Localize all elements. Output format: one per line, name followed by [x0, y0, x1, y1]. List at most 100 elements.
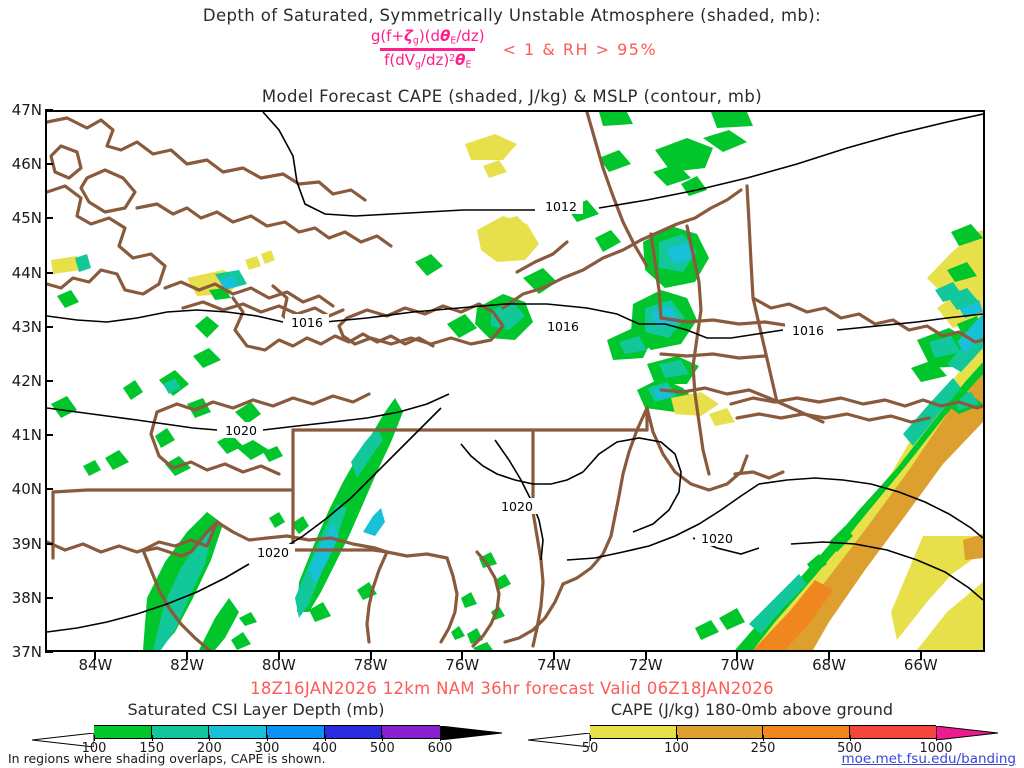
colorbar-tick-label: 1000 [919, 741, 953, 756]
lon-tick-label: 70W [720, 656, 755, 674]
lon-tick-label: 68W [812, 656, 847, 674]
lon-tick-label: 72W [628, 656, 663, 674]
lat-tick-label: 38N [11, 588, 42, 607]
csi-colorbar-title: Saturated CSI Layer Depth (mb) [127, 700, 385, 719]
contour-labels: 1012 1016 1016 1016 1020 1020 1020 1020 [219, 198, 831, 560]
lat-tick-label: 43N [11, 317, 42, 336]
page-title: Depth of Saturated, Symmetrically Unstab… [202, 6, 822, 25]
lon-tick-mark [277, 652, 280, 660]
colorbar-over-arrow [935, 725, 999, 741]
colorbar-over-arrow [439, 725, 503, 741]
contour-label-1020-b: 1020 [257, 545, 289, 560]
colorbar-tick-label: 600 [427, 741, 453, 756]
lat-tick-mark [45, 217, 53, 220]
colorbar-tick-label: 100 [664, 741, 689, 756]
colorbar-tick-mark [267, 735, 268, 741]
colorbar-tick-mark [209, 735, 211, 741]
coastline-state-boundaries [47, 112, 983, 650]
lat-tick-label: 41N [11, 426, 42, 445]
formula-numerator: g(f+ζg)(dθE/dz) [370, 27, 485, 47]
lon-tick-label: 78W [353, 656, 388, 674]
colorbar-segment [151, 726, 210, 738]
lat-tick-label: 45N [11, 209, 42, 228]
contour-label-1012: 1012 [545, 199, 577, 214]
contour-label-1016-a: 1016 [291, 315, 323, 330]
csi-colorbar-ticks: 100 150 200 300 400 500 600 [16, 735, 496, 757]
formula-condition: < 1 & RH > 95% [502, 40, 658, 59]
colorbar-tick-label: 400 [312, 741, 338, 756]
cape-colorbar[interactable]: CAPE (J/kg) 180-0mb above ground 50 100 25… [512, 700, 999, 757]
lon-tick-mark [919, 652, 922, 660]
colorbar-tick-label: 500 [837, 741, 862, 756]
colorbar-segment [382, 726, 440, 738]
lon-tick-label: 76W [445, 656, 480, 674]
source-url-link[interactable]: moe.met.fsu.edu/banding [841, 751, 1016, 767]
lat-tick-label: 44N [11, 263, 42, 282]
colorbar-tick-mark [676, 735, 678, 741]
lat-tick-label: 46N [11, 155, 42, 174]
cape-colorbar-bar [512, 723, 999, 748]
lat-tick-label: 39N [11, 534, 42, 553]
lat-tick-mark [45, 651, 53, 653]
colorbar-tick-label: 50 [581, 741, 599, 756]
lon-tick-label: 84W [78, 656, 113, 674]
csi-shading-layer [51, 112, 983, 650]
contour-label-1016-b: 1016 [792, 323, 824, 338]
formula-fraction: g(f+ζg)(dθE/dz) f(dVg/dz)2θE [367, 27, 489, 71]
contour-label-1020-c: 1020 [501, 499, 533, 514]
lon-tick-mark [186, 652, 189, 660]
colorbar-tick-mark [94, 735, 95, 741]
colorbar-segment [324, 726, 383, 738]
forecast-valid-line: 18Z16JAN2026 12km NAM 36hr forecast Vali… [250, 679, 774, 698]
colorbar-tick-mark [849, 735, 851, 741]
colorbar-tick-mark [763, 735, 764, 741]
colorbar-tick-label: 250 [750, 741, 776, 756]
lon-tick-mark [828, 652, 831, 660]
lat-tick-mark [45, 542, 53, 545]
instability-criterion-formula: g(f+ζg)(dθE/dz) f(dVg/dz)2θE < 1 & RH > … [0, 27, 1024, 71]
cape-subtitle: Model Forecast CAPE (shaded, J/kg) & MSL… [261, 87, 763, 106]
colorbar-tick-label: 500 [369, 741, 395, 756]
lat-tick-mark [45, 109, 53, 111]
colorbar-segment [849, 726, 936, 738]
colorbar-segment [590, 726, 677, 738]
colorbar-segment [209, 726, 267, 738]
forecast-map[interactable]: 1012 1016 1016 1016 1020 1020 1020 1020 [45, 110, 985, 652]
colorbar-tick-mark [936, 735, 937, 741]
lat-tick-label: 42N [11, 372, 42, 390]
cape-colorbar-title: CAPE (J/kg) 180-0mb above ground [610, 700, 894, 719]
overlap-note: In regions where shading overlaps, CAPE … [8, 751, 326, 766]
colorbar-tick-mark [590, 735, 591, 741]
lat-tick-label: 37N [11, 643, 42, 661]
lat-tick-mark [45, 596, 53, 599]
colorbar-tick-mark [324, 735, 326, 741]
lon-tick-label: 80W [261, 656, 296, 674]
colorbar-segment [763, 726, 850, 738]
lat-tick-mark [45, 271, 53, 274]
lat-tick-label: 47N [11, 101, 42, 119]
colorbar-tick-label: 100 [81, 741, 107, 756]
contour-label-1020-d: 1020 [701, 531, 733, 546]
cape-colorbar-ticks: 50 100 250 500 1000 [512, 735, 992, 757]
contour-label-1016-c: 1016 [547, 319, 579, 334]
lat-tick-label: 40N [11, 480, 42, 499]
csi-colorbar-bar [16, 723, 503, 748]
lon-tick-mark [644, 652, 647, 660]
map-canvas: 1012 1016 1016 1016 1020 1020 1020 1020 [47, 112, 983, 650]
lat-tick-mark [45, 163, 53, 166]
colorbar-tick-label: 150 [139, 741, 165, 756]
longitude-axis: 84W 82W 80W 78W 76W 74W 72W 70W 68W 66W [45, 656, 985, 676]
colorbar-segment [266, 726, 325, 738]
lat-tick-mark [45, 380, 53, 382]
contour-label-1020-a: 1020 [225, 423, 257, 438]
mslp-contour-layer [47, 112, 983, 633]
colorbar-segment [676, 726, 763, 738]
lon-tick-label: 82W [170, 656, 205, 674]
lon-tick-mark [736, 652, 739, 660]
colorbar-tick-mark [382, 735, 384, 741]
lon-tick-label: 66W [903, 656, 938, 674]
lon-tick-mark [369, 652, 372, 660]
lon-tick-mark [461, 652, 464, 660]
csi-colorbar[interactable]: Saturated CSI Layer Depth (mb) 100 150 200… [16, 700, 503, 757]
